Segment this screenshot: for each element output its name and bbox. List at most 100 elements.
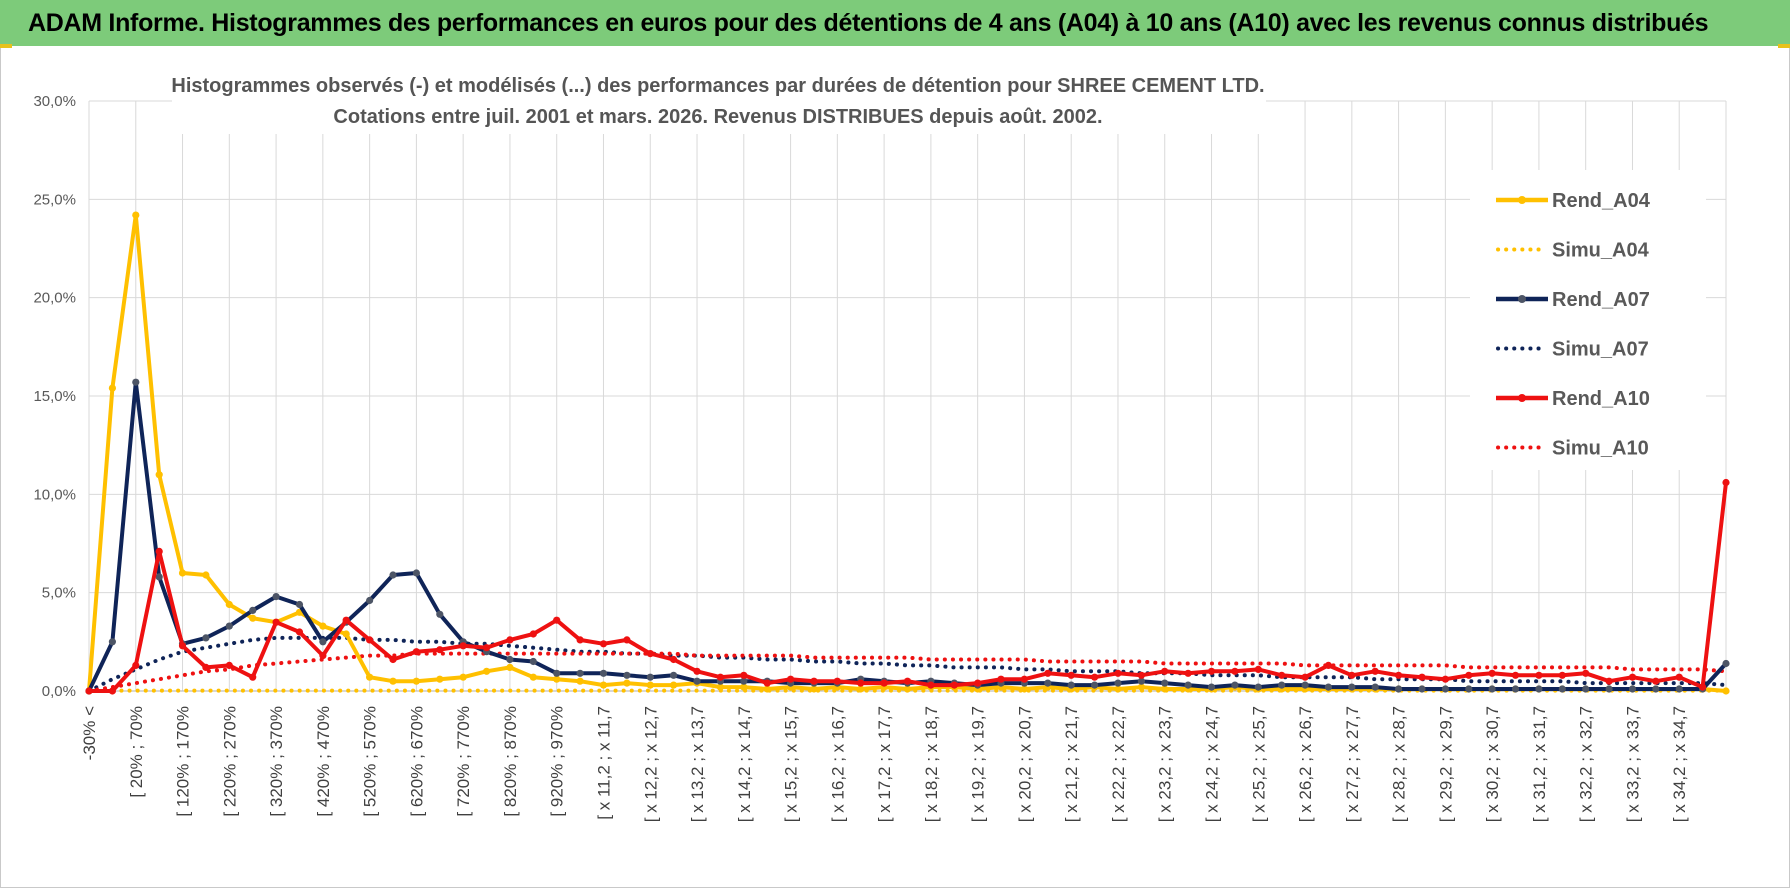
data-point-rend-a07 [1044,679,1052,687]
legend-item-rend-a04: Rend_A04 [1496,190,1651,212]
data-point-rend-a10 [833,677,841,685]
x-tick-label: [ x 17,2 ; x 17,7 [875,706,894,822]
chart-title-line-1: Histogrammes observés (-) et modélisés (… [171,75,1264,97]
data-point-rend-a10 [927,681,935,689]
data-point-rend-a10 [132,661,140,670]
data-point-rend-a10 [974,679,982,687]
report-banner: ADAM Informe. Histogrammes des performan… [0,0,1790,46]
data-point-rend-a07 [1628,685,1637,693]
data-point-rend-a10 [1465,671,1473,679]
data-point-rend-a07 [202,634,210,642]
legend: Rend_A04 Simu_A04 Rend_A07 Simu_A07 Rend_A10… [1470,170,1706,470]
x-tick-label: [ x 13,2 ; x 13,7 [688,706,707,822]
data-point-rend-a07 [1722,659,1730,668]
data-point-rend-a10 [1020,675,1028,683]
x-tick-label: [ 820% ; 870% [501,706,520,817]
data-point-rend-a07 [1675,685,1683,693]
data-point-rend-a10 [1184,669,1192,677]
data-point-rend-a10 [1137,671,1145,679]
data-point-rend-a07 [740,677,748,685]
x-tick-label: [ x 16,2 ; x 16,7 [828,706,847,822]
legend-item-simu-a10: Simu_A10 [1496,438,1649,460]
data-point-rend-a10 [903,677,912,685]
data-point-rend-a10 [202,663,210,672]
x-tick-label: [ x 25,2 ; x 25,7 [1249,706,1268,822]
data-point-rend-a04 [576,677,584,685]
data-point-rend-a04 [857,685,865,693]
x-tick-label: [ x 31,2 ; x 31,7 [1530,706,1549,822]
data-point-rend-a07 [249,606,257,615]
data-point-rend-a10 [85,687,93,695]
x-tick-label: [ x 12,2 ; x 12,7 [641,706,660,822]
x-tick-label: [ 120% ; 170% [174,706,193,817]
series-lines [85,211,1730,695]
data-point-rend-a07 [295,600,304,609]
legend-label: Simu_A10 [1552,438,1649,460]
data-point-rend-a10 [249,673,257,681]
legend-label: Rend_A07 [1552,289,1650,311]
data-point-rend-a04 [623,679,631,687]
data-point-rend-a04 [553,675,561,683]
data-point-rend-a10 [295,628,304,636]
x-tick-label: [ x 22,2 ; x 22,7 [1109,706,1128,822]
legend-label: Rend_A10 [1552,388,1650,410]
data-point-rend-a10 [1395,671,1403,679]
data-point-rend-a07 [1511,685,1520,693]
data-point-rend-a07 [1465,685,1473,693]
data-point-rend-a10 [599,640,608,648]
data-point-rend-a10 [1348,671,1356,679]
data-point-rend-a04 [389,677,397,685]
data-point-rend-a07 [389,571,397,579]
data-point-rend-a07 [506,655,514,664]
data-point-rend-a10 [1511,671,1520,679]
data-point-rend-a04 [1137,683,1145,691]
data-point-rend-a10 [1067,671,1075,679]
data-point-rend-a07 [436,610,444,618]
series-line-simu-a10 [87,651,1728,693]
data-point-rend-a10 [1254,665,1262,674]
y-tick-label: 10,0% [33,486,76,503]
x-tick-label: [ 420% ; 470% [314,706,333,817]
grid-lines [88,100,1727,691]
data-point-rend-a10 [646,650,654,658]
data-point-rend-a10 [1114,669,1122,677]
data-point-rend-a10 [342,616,350,624]
data-point-rend-a04 [459,673,467,681]
data-point-rend-a10 [1091,673,1099,681]
banner-corner-left [0,44,12,48]
x-tick-label: [ 720% ; 770% [454,706,473,817]
data-point-rend-a07 [1231,681,1239,689]
data-point-rend-a07 [599,669,608,677]
data-point-rend-a07 [225,622,233,630]
data-point-rend-a04 [436,675,444,683]
data-point-rend-a04 [599,681,608,689]
data-point-rend-a10 [1488,669,1496,677]
legend-marker [1518,196,1526,204]
data-point-rend-a10 [1324,661,1332,670]
legend-marker [1518,295,1526,303]
y-tick-label: 30,0% [33,93,76,110]
data-point-rend-a04 [763,685,771,693]
data-point-rend-a04 [108,384,116,392]
data-point-rend-a04 [1722,687,1730,695]
data-point-rend-a07 [412,569,420,577]
x-tick-label: [ x 34,2 ; x 34,7 [1670,706,1689,822]
x-tick-label: [ x 26,2 ; x 26,7 [1296,706,1315,822]
y-tick-label: 20,0% [33,290,76,307]
data-point-rend-a07 [1418,685,1426,693]
data-point-rend-a10 [553,616,561,624]
x-tick-label: [ 20% ; 70% [127,706,146,798]
data-point-rend-a07 [1184,681,1192,689]
data-point-rend-a07 [1558,685,1566,693]
legend-label: Simu_A07 [1552,339,1649,361]
x-tick-label: [ x 23,2 ; x 23,7 [1156,706,1175,822]
data-point-rend-a10 [1535,671,1543,679]
x-tick-label: [ x 29,2 ; x 29,7 [1436,706,1455,822]
data-point-rend-a10 [1628,673,1637,681]
data-point-rend-a07 [1441,685,1449,693]
legend-label: Simu_A04 [1552,240,1650,262]
data-point-rend-a04 [132,211,140,219]
data-point-rend-a10 [1301,673,1309,681]
data-point-rend-a04 [716,683,725,691]
data-point-rend-a07 [693,677,701,685]
